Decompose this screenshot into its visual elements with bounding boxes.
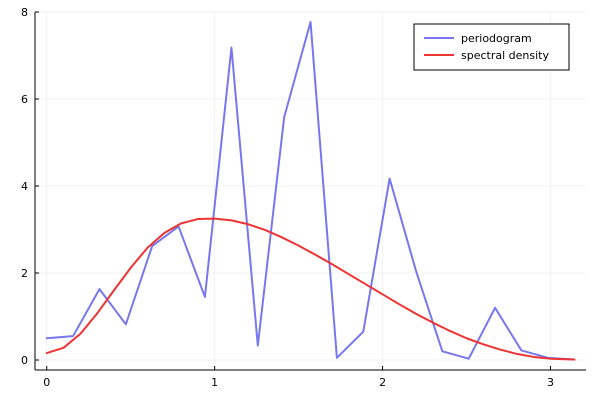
x-tick-label: 2 (379, 376, 386, 389)
y-tick-label: 2 (21, 267, 28, 280)
y-tick-label: 8 (21, 6, 28, 19)
series-line-spectral-density (45, 217, 576, 361)
x-tick-label: 0 (43, 376, 50, 389)
y-tick-label: 6 (21, 93, 28, 106)
legend-label: periodogram (461, 32, 532, 45)
legend: periodogram spectral density (413, 23, 570, 71)
series-line-periodogram (45, 21, 576, 361)
y-tick-label: 0 (21, 354, 28, 367)
series-lines (45, 21, 576, 361)
axes: 0 1 2 3 0 2 4 6 8 (21, 6, 586, 389)
x-tick-label: 3 (547, 376, 554, 389)
legend-box (413, 23, 570, 71)
legend-label: spectral density (461, 49, 549, 62)
x-tick-label: 1 (211, 376, 218, 389)
y-tick-label: 4 (21, 180, 28, 193)
